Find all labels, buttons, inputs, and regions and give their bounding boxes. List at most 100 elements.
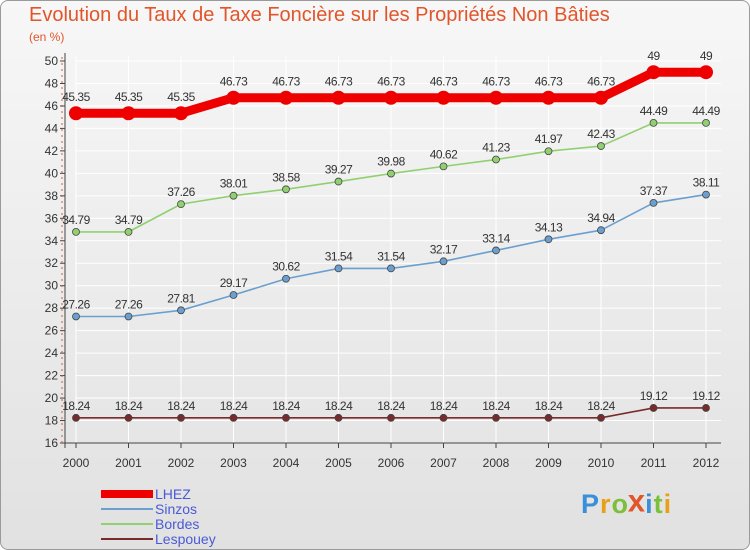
data-label-bordes: 40.62 xyxy=(430,147,458,161)
legend-label: Sinzos xyxy=(155,501,198,517)
data-point-lhez xyxy=(436,90,451,105)
legend-item-lespouey: Lespouey xyxy=(101,531,301,547)
data-point-bordes xyxy=(597,142,605,150)
y-tick-label: 38 xyxy=(45,189,59,203)
x-tick-label: 2008 xyxy=(483,456,510,470)
data-point-lhez xyxy=(594,90,608,105)
y-tick-label: 30 xyxy=(45,279,59,293)
data-label-lespouey: 18.24 xyxy=(377,399,405,413)
data-label-lespouey: 19.12 xyxy=(692,389,720,403)
y-tick-labels: 16 18 20 22 24 26 28 30 32 34 36 38 40 42 44 46 48 50 xyxy=(45,54,59,450)
x-tick-label: 2005 xyxy=(325,456,352,470)
data-label-bordes: 41.23 xyxy=(482,141,510,155)
data-label-sinzos: 30.62 xyxy=(272,260,300,274)
y-tick-label: 20 xyxy=(45,391,59,405)
data-label-sinzos: 27.26 xyxy=(115,297,143,311)
data-point-lhez xyxy=(699,65,713,80)
data-label-bordes: 39.98 xyxy=(377,155,405,169)
data-point-bordes xyxy=(282,185,290,194)
legend-label: LHEZ xyxy=(155,486,191,502)
data-point-lespouey xyxy=(544,413,553,422)
data-label-bordes: 34.79 xyxy=(115,213,143,227)
data-point-sinzos xyxy=(649,199,658,207)
data-point-lespouey xyxy=(492,413,500,422)
data-point-lespouey xyxy=(229,413,238,422)
chart-title: Evolution du Taux de Taxe Foncière sur l… xyxy=(29,4,610,26)
data-label-lhez: 46.73 xyxy=(482,75,510,89)
data-label-bordes: 41.97 xyxy=(535,132,563,146)
series-layer xyxy=(69,65,713,422)
legend-swatch xyxy=(101,508,153,510)
data-label-sinzos: 31.54 xyxy=(325,249,353,263)
grid-lines xyxy=(75,56,721,444)
legend: LHEZ Sinzos Bordes Lespouey xyxy=(101,486,301,547)
data-label-lespouey: 18.24 xyxy=(62,399,90,413)
data-point-lhez xyxy=(226,90,241,105)
y-tick-label: 48 xyxy=(45,76,59,90)
data-label-lhez: 49 xyxy=(700,49,713,63)
legend-label: Bordes xyxy=(155,516,200,532)
y-tick-label: 28 xyxy=(45,301,59,315)
data-point-sinzos xyxy=(544,235,553,244)
legend-item-sinzos: Sinzos xyxy=(101,501,301,517)
data-point-sinzos xyxy=(282,274,290,283)
data-label-lhez: 46.73 xyxy=(272,75,300,89)
x-tick-label: 2001 xyxy=(115,456,142,470)
data-point-sinzos xyxy=(492,246,500,255)
data-point-lhez xyxy=(331,90,346,105)
data-point-lhez xyxy=(646,65,661,80)
legend-swatch xyxy=(101,538,153,540)
legend-item-bordes: Bordes xyxy=(101,516,301,532)
data-label-lhez: 46.73 xyxy=(377,75,405,89)
data-label-lespouey: 18.24 xyxy=(430,399,458,413)
data-point-lespouey xyxy=(597,413,605,422)
y-tick-label: 36 xyxy=(45,211,59,225)
x-tick-label: 2002 xyxy=(168,456,195,470)
data-point-bordes xyxy=(177,200,185,209)
data-point-sinzos xyxy=(702,190,710,199)
data-point-bordes xyxy=(72,227,80,236)
y-tick-label: 18 xyxy=(45,414,59,428)
y-tick-label: 24 xyxy=(45,346,59,360)
y-tick-label: 26 xyxy=(45,324,59,338)
data-point-lespouey xyxy=(72,413,80,422)
x-tick-labels: 2000 2001 2002 2003 2004 2005 2006 2007 2008 2009… xyxy=(63,456,720,470)
data-point-sinzos xyxy=(439,257,448,266)
y-tick-label: 50 xyxy=(45,54,59,68)
legend-swatch xyxy=(101,523,153,525)
data-label-lespouey: 18.24 xyxy=(167,399,195,413)
data-point-bordes xyxy=(544,147,553,156)
logo-letter: P xyxy=(581,489,601,519)
data-point-lespouey xyxy=(387,413,395,422)
data-point-bordes xyxy=(124,227,133,236)
x-tick-label: 2011 xyxy=(641,456,667,470)
data-label-lhez: 45.35 xyxy=(62,90,90,104)
data-point-bordes xyxy=(492,155,500,164)
data-point-lespouey xyxy=(439,413,448,422)
y-tick-label: 22 xyxy=(45,369,59,383)
data-label-sinzos: 29.17 xyxy=(220,276,248,290)
data-point-lespouey xyxy=(282,413,290,422)
data-label-sinzos: 34.94 xyxy=(587,211,615,225)
data-label-bordes: 44.49 xyxy=(692,104,720,118)
x-tick-label: 2004 xyxy=(273,456,300,470)
data-point-lhez xyxy=(279,90,293,105)
data-point-lhez xyxy=(69,106,83,121)
data-point-sinzos xyxy=(229,291,238,299)
x-tick-label: 2003 xyxy=(220,456,247,470)
data-label-lespouey: 18.24 xyxy=(535,399,563,413)
data-point-lespouey xyxy=(124,413,133,422)
data-label-bordes: 44.49 xyxy=(640,104,668,118)
data-point-bordes xyxy=(439,162,448,171)
data-point-lhez xyxy=(174,106,188,121)
data-label-lespouey: 18.24 xyxy=(115,399,143,413)
data-label-sinzos: 27.26 xyxy=(62,297,90,311)
data-label-bordes: 38.58 xyxy=(272,170,300,184)
chart-unit-label: (en %) xyxy=(29,30,65,44)
data-label-bordes: 42.43 xyxy=(587,127,615,141)
y-tick-label: 42 xyxy=(45,144,59,158)
x-tick-label: 2006 xyxy=(378,456,405,470)
data-label-bordes: 37.26 xyxy=(167,185,195,199)
data-point-sinzos xyxy=(177,306,185,315)
